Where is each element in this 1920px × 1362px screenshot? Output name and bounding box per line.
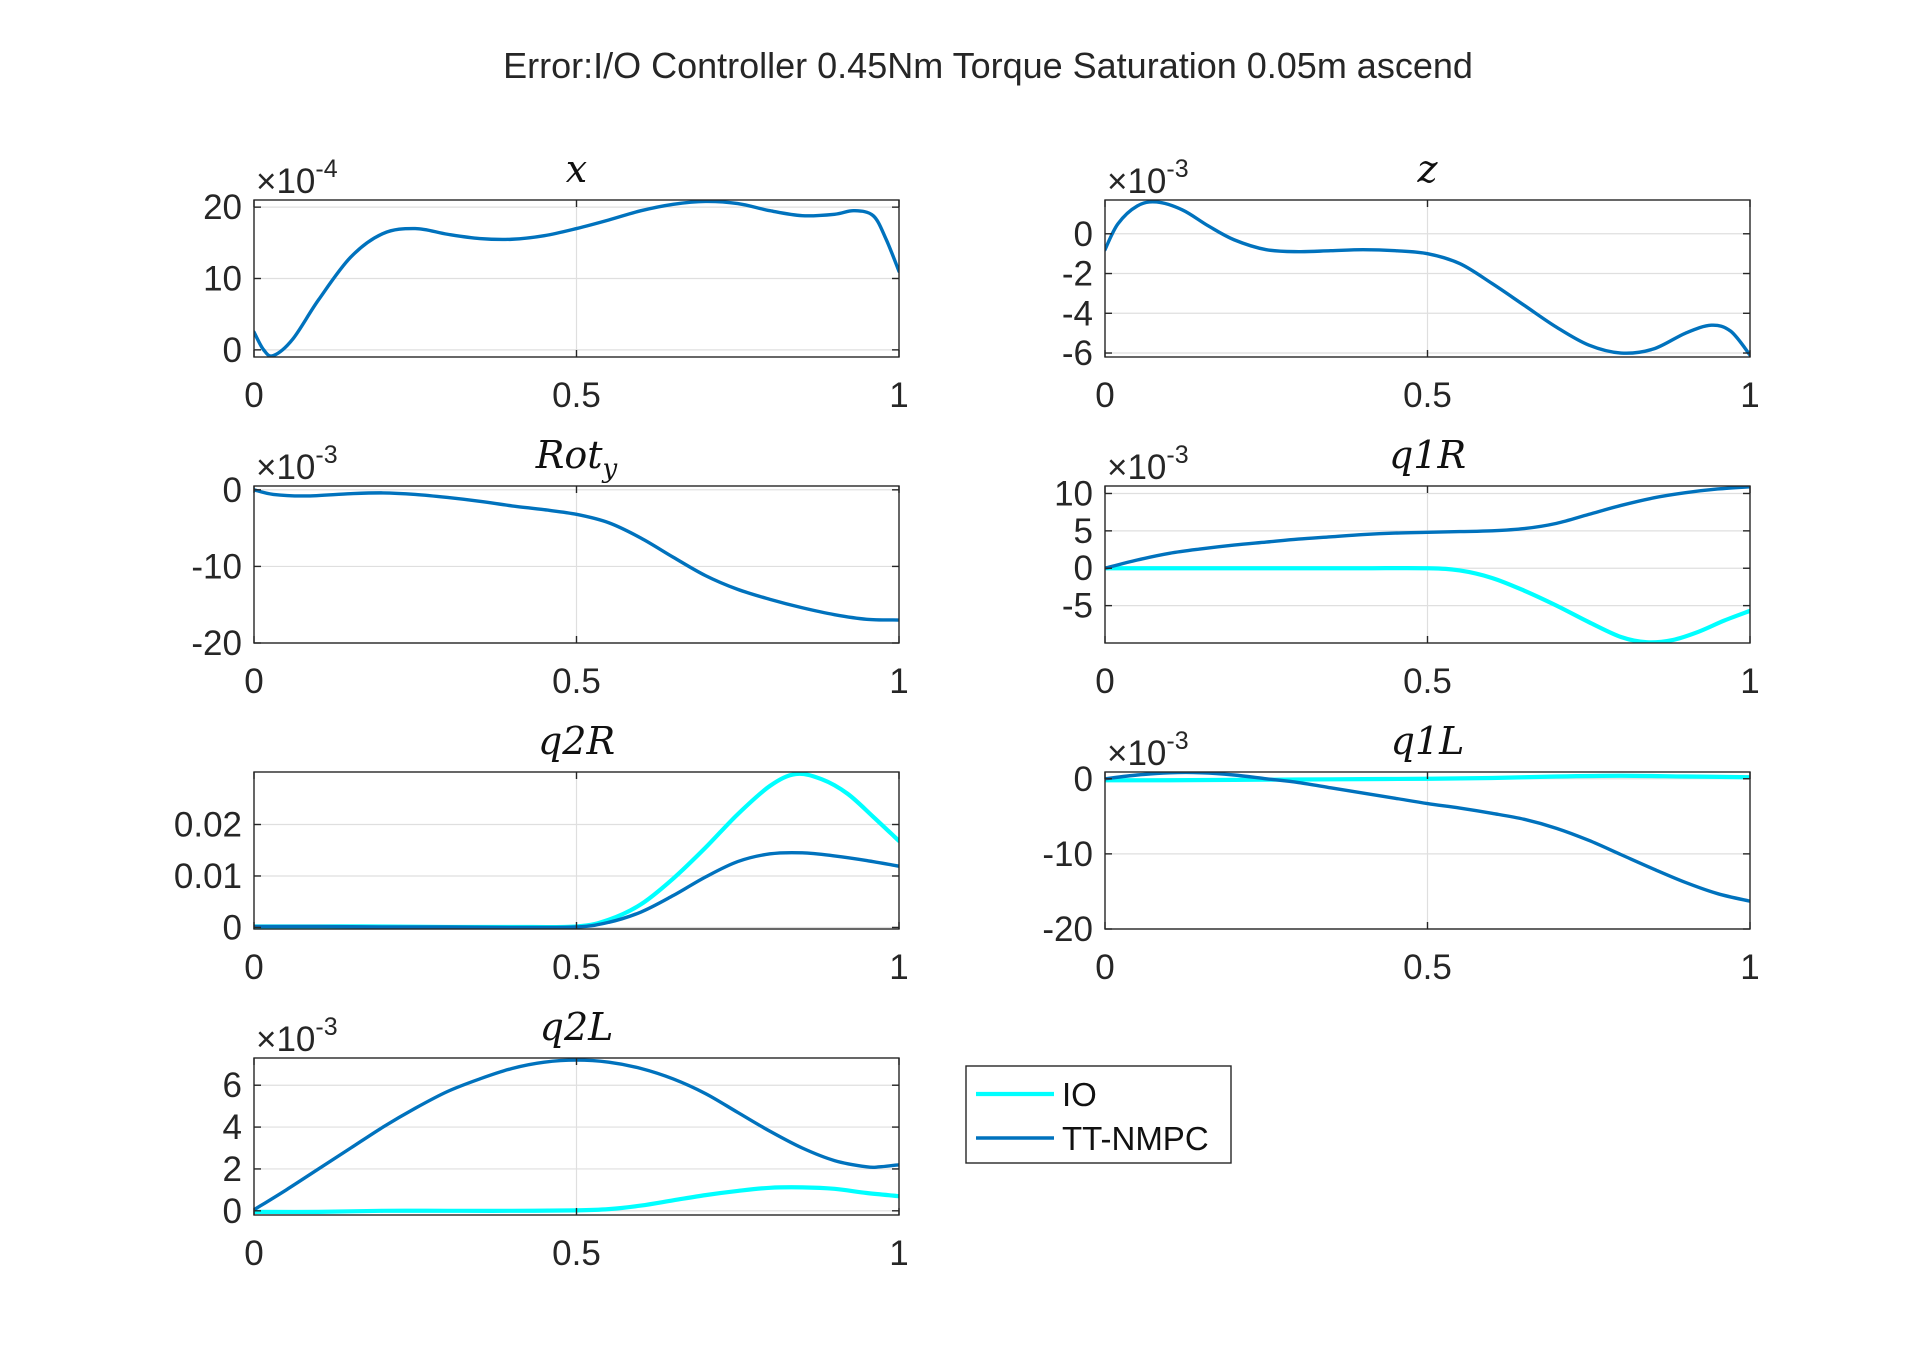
x-tick-label: 1 (1740, 948, 1759, 987)
x-tick-label: 0.5 (552, 662, 601, 701)
axis-exponent-label: ×10-3 (1107, 155, 1189, 201)
y-tick-label: 20 (203, 188, 242, 227)
legend-label: TT-NMPC (1062, 1120, 1209, 1157)
series-line-tt-nmpc (1105, 772, 1750, 903)
legend-box (965, 1065, 1232, 1164)
series-line-tt-nmpc (1105, 200, 1750, 357)
y-tick-label: 0 (1074, 760, 1093, 799)
subplot-title: q1R (1389, 433, 1466, 477)
series-group (254, 772, 899, 929)
subplot-title: q1L (1391, 719, 1465, 763)
legend[interactable]: IO TT-NMPC (965, 1065, 1232, 1164)
x-tick-label: 0 (1095, 376, 1114, 415)
x-tick-label: 1 (889, 948, 908, 987)
y-tick-label: -4 (1062, 294, 1093, 333)
y-tick-label: 4 (223, 1108, 242, 1147)
x-tick-label: 0.5 (1403, 948, 1452, 987)
y-tick-label: 0.02 (174, 806, 242, 845)
series-group (254, 1058, 899, 1215)
series-line-tt-nmpc (254, 1058, 899, 1212)
y-tick-label: -10 (191, 547, 242, 586)
y-tick-label: 0 (223, 908, 242, 947)
x-tick-label: 0 (244, 662, 263, 701)
y-tick-label: -5 (1062, 587, 1093, 626)
subplot-z: 0 0.5 10-2-4-6×10-3 z (1062, 147, 1760, 415)
legend-label: IO (1062, 1076, 1097, 1113)
axis-exponent-label: ×10-3 (256, 441, 338, 487)
x-tick-label: 1 (889, 662, 908, 701)
x-tick-label: 0.5 (1403, 376, 1452, 415)
subplot-title: q2R (538, 719, 615, 763)
axis-exponent-label: ×10-3 (1107, 727, 1189, 773)
legend-entry-io[interactable]: IO (976, 1076, 1097, 1113)
subplot-title: x (566, 147, 587, 191)
y-tick-label: -6 (1062, 334, 1093, 373)
y-tick-label: -20 (191, 624, 242, 663)
y-tick-label: 0 (223, 331, 242, 370)
subplot-roty: 0 0.5 1 0 -10 -20 ×10-3 Roty (191, 433, 908, 701)
x-tick-label: 0 (244, 1234, 263, 1273)
y-tick-label: 0 (223, 471, 242, 510)
axis-exponent-label: ×10-3 (256, 1013, 338, 1059)
figure-title: Error:I/O Controller 0.45Nm Torque Satur… (503, 45, 1473, 86)
x-tick-label: 1 (1740, 376, 1759, 415)
series-group (254, 488, 899, 622)
x-tick-label: 0.5 (552, 376, 601, 415)
series-group (1105, 200, 1750, 357)
subplot-title: z (1416, 147, 1438, 191)
y-tick-label: 2 (223, 1150, 242, 1189)
x-tick-label: 0 (1095, 948, 1114, 987)
subplot-q2R: 0 0.5 1 0 0.01 0.02 q2R (174, 719, 909, 987)
y-tick-label: 10 (203, 260, 242, 299)
y-tick-label: 0.01 (174, 857, 242, 896)
x-tick-label: 0.5 (552, 948, 601, 987)
series-group (254, 200, 899, 357)
y-tick-label: 6 (223, 1066, 242, 1105)
axis-exponent-label: ×10-4 (256, 155, 338, 201)
series-line-tt-nmpc (1105, 486, 1750, 570)
y-tick-label: -20 (1042, 910, 1093, 949)
y-tick-label: 0 (1074, 215, 1093, 254)
x-tick-label: 0.5 (1403, 662, 1452, 701)
y-tick-label: 0 (1074, 549, 1093, 588)
x-tick-label: 1 (1740, 662, 1759, 701)
subplot-title: q2L (540, 1005, 614, 1049)
series-line-tt-nmpc (254, 488, 899, 622)
legend-entry-tt-nmpc[interactable]: TT-NMPC (976, 1120, 1209, 1157)
x-tick-label: 0.5 (552, 1234, 601, 1273)
series-line-tt-nmpc (254, 200, 899, 357)
y-tick-label: 0 (223, 1192, 242, 1231)
y-tick-label: 10 (1054, 474, 1093, 513)
axis-exponent-label: ×10-3 (1107, 441, 1189, 487)
x-tick-label: 0 (244, 376, 263, 415)
y-tick-label: -10 (1042, 835, 1093, 874)
series-group (1105, 486, 1750, 643)
x-tick-label: 1 (889, 1234, 908, 1273)
x-tick-label: 1 (889, 376, 908, 415)
x-tick-label: 0 (1095, 662, 1114, 701)
y-tick-label: 5 (1074, 512, 1093, 551)
subplot-title: Roty (535, 433, 618, 484)
subplot-q1L: 0 0.5 1 0 -10 -20 ×10-3 q1L (1042, 719, 1759, 987)
y-tick-label: -2 (1062, 255, 1093, 294)
x-tick-label: 0 (244, 948, 263, 987)
series-line-io (254, 1185, 899, 1215)
series-line-tt-nmpc (254, 850, 899, 929)
series-line-io (1105, 565, 1750, 643)
